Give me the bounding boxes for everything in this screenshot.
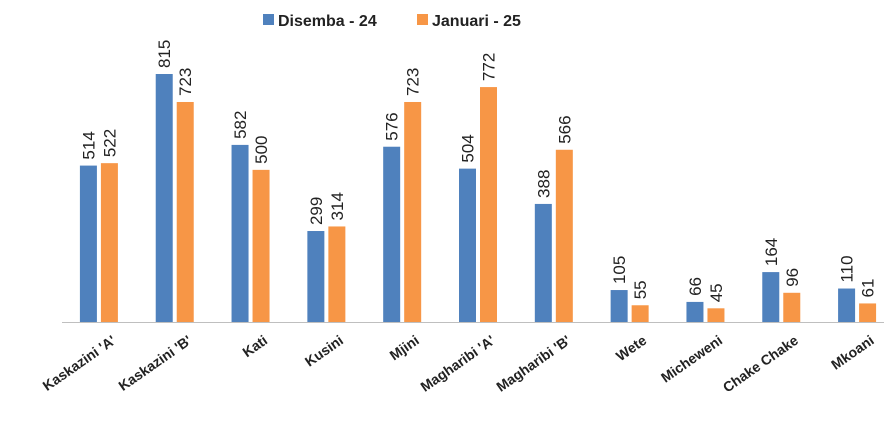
- data-label: 314: [328, 192, 347, 220]
- data-label: 164: [762, 238, 781, 266]
- bar: [762, 272, 780, 322]
- bar: [328, 226, 346, 322]
- legend-label: Disemba - 24: [278, 13, 377, 30]
- x-tick-label: Magharibi 'A': [417, 332, 497, 395]
- x-tick-label: Kusini: [302, 332, 346, 370]
- bar: [859, 303, 877, 322]
- bar: [610, 290, 628, 322]
- data-label: 66: [686, 277, 705, 296]
- bar: [404, 101, 422, 323]
- bar: [555, 149, 573, 322]
- data-label: 500: [252, 135, 271, 163]
- data-label: 55: [631, 280, 650, 299]
- bar: [838, 288, 856, 322]
- data-label: 566: [555, 115, 574, 143]
- bar: [307, 231, 325, 322]
- x-tick-label: Magharibi 'B': [493, 332, 573, 395]
- bar: [252, 169, 270, 322]
- legend-swatch: [417, 14, 428, 25]
- bar: [100, 163, 118, 322]
- x-tick-label: Kaskazini 'B': [115, 332, 194, 394]
- bar: [707, 308, 725, 322]
- bar: [631, 305, 649, 322]
- x-tick-label: Kaskazini 'A': [40, 332, 119, 394]
- data-label: 582: [231, 111, 250, 139]
- data-label: 504: [459, 134, 478, 162]
- legend-swatch: [263, 14, 274, 25]
- data-label: 772: [480, 53, 499, 81]
- bar: [480, 87, 497, 323]
- bar: [686, 301, 704, 322]
- data-label: 522: [100, 129, 119, 157]
- data-label: 576: [383, 112, 402, 140]
- data-label: 723: [404, 68, 423, 96]
- legend-label: Januari - 25: [432, 13, 521, 30]
- bar: [534, 203, 552, 322]
- x-tick-label: Mkoani: [828, 332, 877, 373]
- x-tick-label: Kati: [239, 332, 270, 360]
- bar: [231, 144, 249, 322]
- data-label: 45: [707, 283, 726, 302]
- x-tick-label: Mjini: [387, 332, 422, 363]
- bar: [783, 292, 801, 322]
- bar: [155, 74, 173, 322]
- x-tick-label: Micheweni: [658, 332, 725, 386]
- data-label: 723: [176, 68, 195, 96]
- bar: [459, 168, 476, 322]
- data-label: 61: [859, 279, 878, 298]
- bar: [176, 101, 194, 323]
- data-label: 514: [79, 131, 98, 159]
- data-label: 105: [610, 256, 629, 284]
- x-tick-label: Wete: [613, 332, 650, 364]
- x-tick-label: Chake Chake: [720, 332, 801, 396]
- data-label: 388: [534, 170, 553, 198]
- bar: [79, 165, 97, 322]
- data-label: 299: [307, 197, 326, 225]
- bar: [383, 146, 401, 322]
- data-label: 815: [155, 40, 174, 68]
- data-label: 110: [838, 255, 857, 282]
- data-label: 96: [783, 268, 802, 287]
